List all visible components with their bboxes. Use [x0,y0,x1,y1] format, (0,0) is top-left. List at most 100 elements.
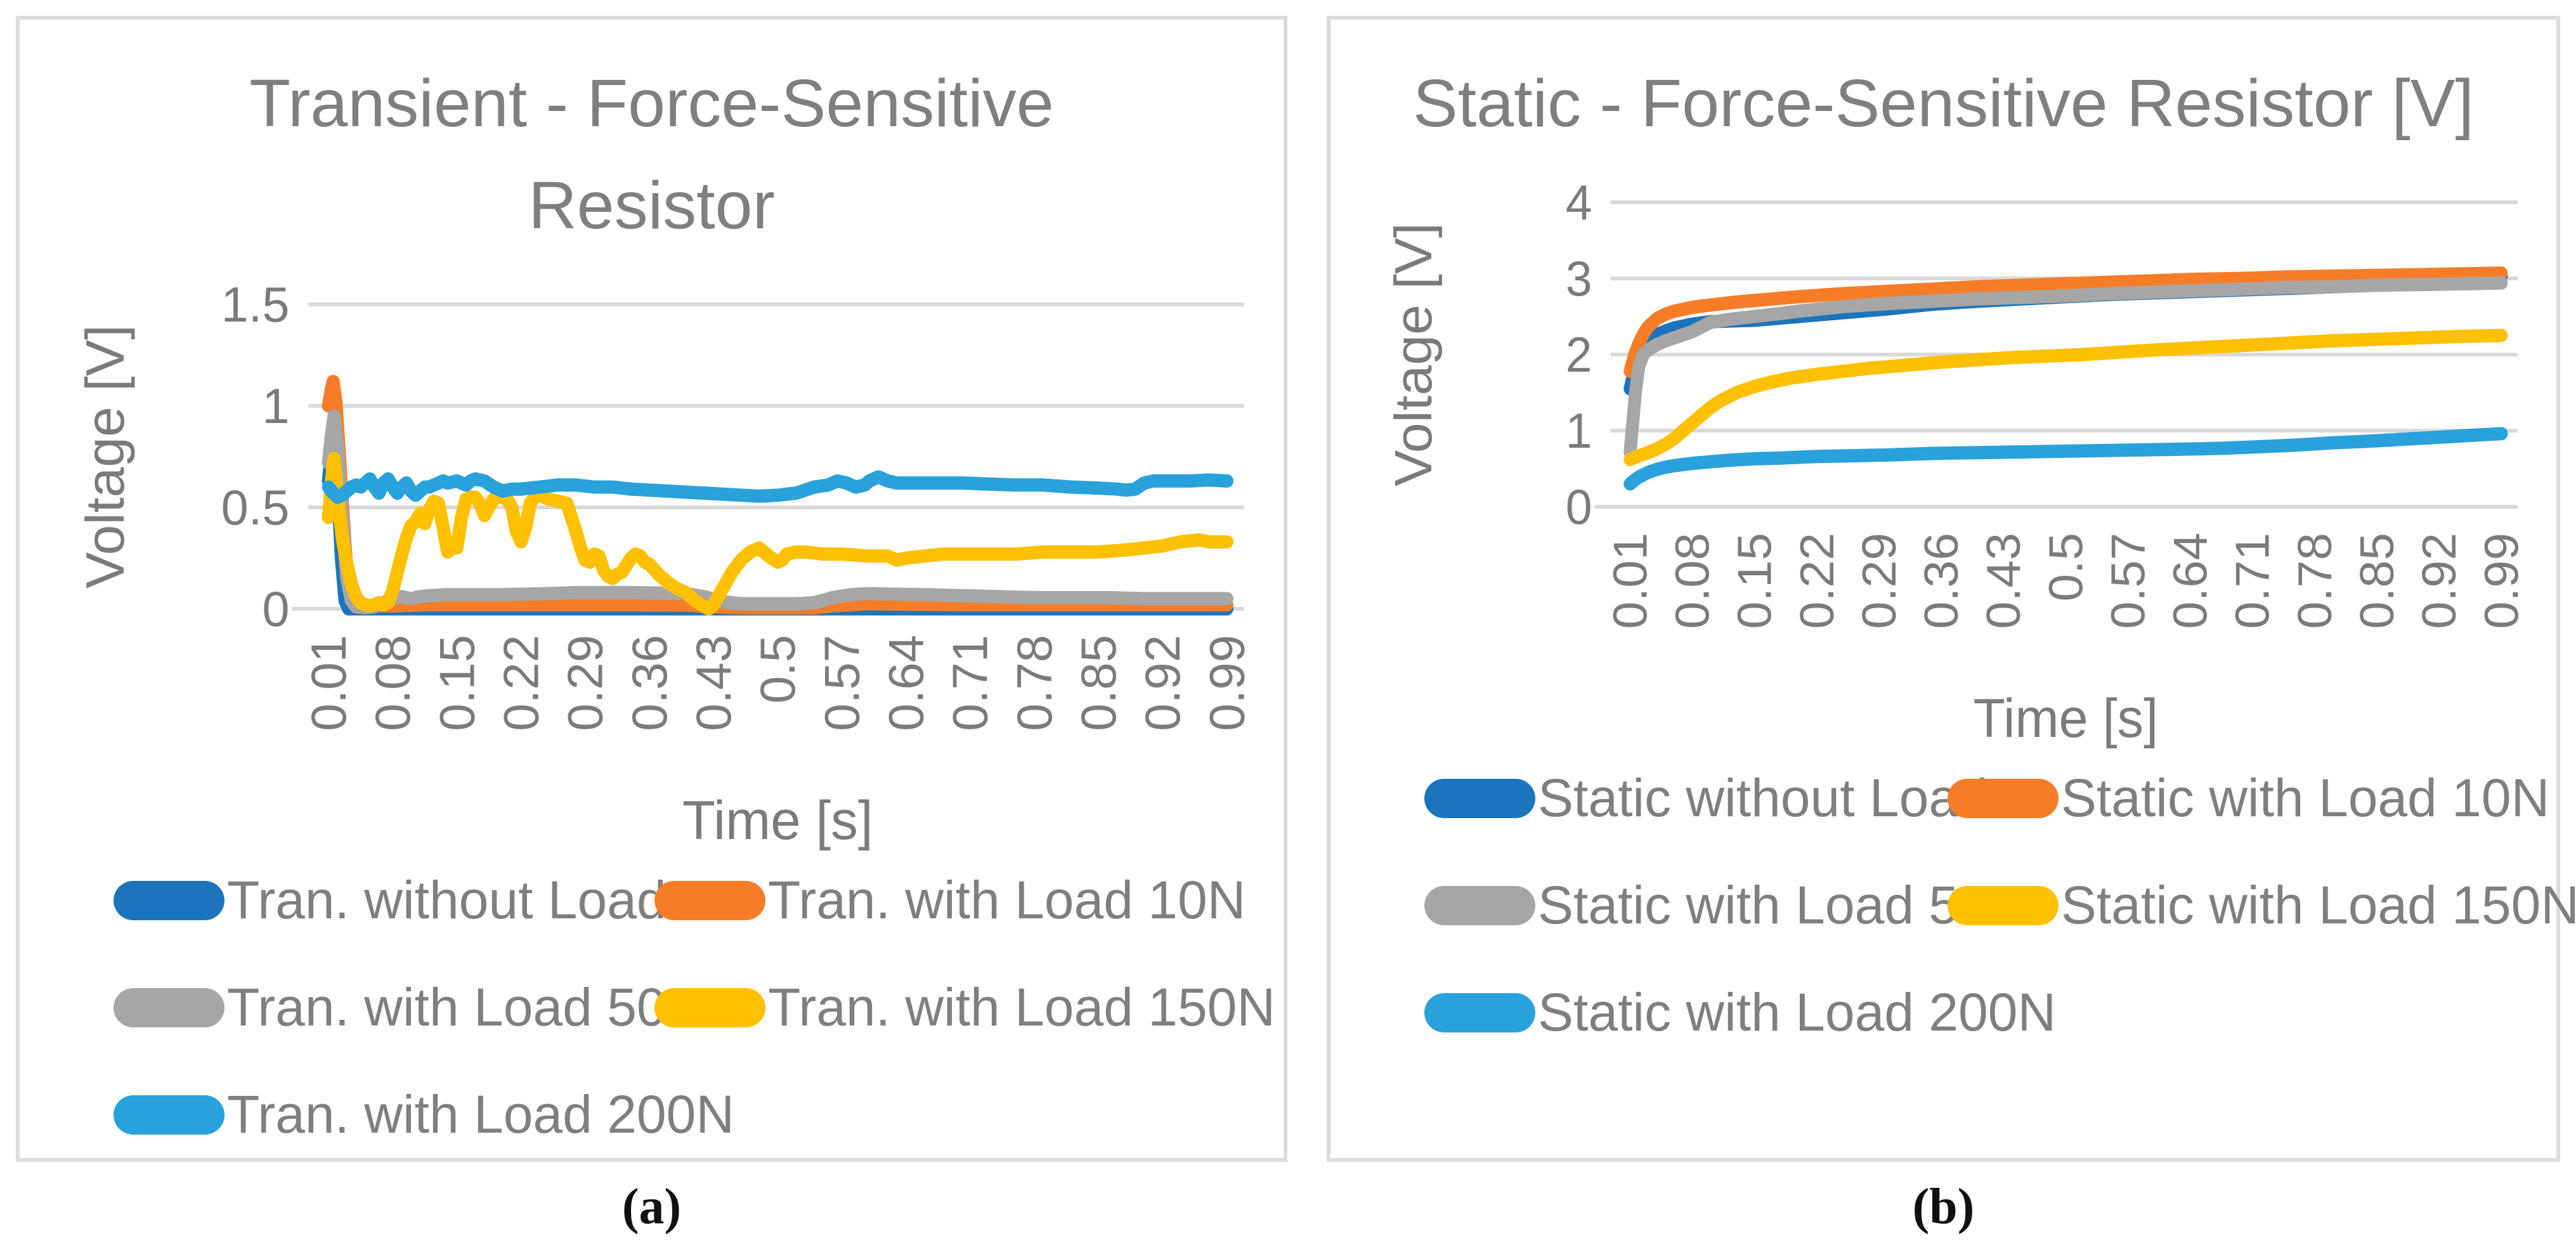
legend-item: Tran. without Load [114,869,667,931]
series-line-static-with-load-200n [1623,427,2508,491]
x-tick: 0.01 [302,635,356,731]
legend-swatch [114,880,224,920]
legend-label: Static with Load 50N [1538,875,2027,935]
y-tick-label: 0 [1566,480,1592,535]
x-tick-label: 0.43 [1977,533,2030,629]
x-tick: 0.99 [1200,635,1255,731]
legend-swatch [654,880,766,920]
x-tick-label: 0.99 [2476,533,2528,629]
y-axis-title: Voltage [V] [1384,223,1442,486]
legend-label: Tran. with Load 200N [227,1084,735,1145]
x-tick-label: 0.5 [751,635,805,703]
chart-title: Static - Force-Sensitive Resistor [V] [1413,66,2474,141]
legend-item: Static without Load [1424,767,1988,829]
series-line-tran-with-load-200n [322,470,1233,504]
y-tick-label: 1.5 [221,278,290,332]
x-tick-label: 0.85 [2351,533,2404,629]
legend-label: Static with Load 10N [2060,768,2550,828]
legend-label: Static without Load [1538,768,1988,828]
x-tick: 0.43 [687,635,741,731]
legend-swatch [654,987,766,1027]
y-tick-label: 4 [1566,176,1592,231]
chart-panel-transient: Transient - Force-Sensitive Resistor 0 0.… [16,16,1287,1162]
chart-legend: Tran. without Load Tran. with Load 10N Tra… [20,869,1284,1145]
x-tick: 0.5 [751,635,805,703]
legend-swatch [1947,885,2059,925]
legend-item: Static with Load 50N [1424,875,2026,936]
x-tick-label: 0.57 [816,635,870,731]
legend-swatch [1424,993,1535,1032]
x-tick: 0.22 [495,635,549,731]
x-tick-label: 0.85 [1072,635,1126,731]
legend-swatch [1424,885,1535,925]
y-tick-label: 1 [1566,404,1592,459]
x-tick: 0.71 [944,635,998,731]
figure-caption-a: (a) [621,1179,682,1235]
x-tick: 0.71 [2227,533,2279,629]
x-tick: 0.01 [1604,533,1657,629]
x-tick-label: 0.08 [1667,533,1719,629]
x-tick-label: 0.01 [302,635,356,731]
x-tick: 0.29 [1853,533,1906,629]
x-tick-label: 0.15 [430,635,485,731]
series-line-tran-with-load-150n [322,452,1233,616]
series-line-static-with-load-50n [1623,276,2508,459]
x-tick-label: 0.08 [366,635,420,731]
figure-captions: (a) (b) [0,1166,2576,1248]
x-tick: 0.78 [1008,635,1062,731]
chart-title: Transient - Force-Sensitive Resistor [249,66,1054,244]
x-tick: 0.08 [366,635,420,731]
x-tick-label: 0.64 [880,635,934,731]
x-tick: 0.99 [2476,533,2528,629]
x-tick-label: 0.43 [687,635,741,731]
x-tick: 0.29 [559,635,613,731]
legend-item: Static with Load 200N [1424,982,2056,1043]
x-tick: 0.92 [1136,635,1190,731]
x-tick: 0.22 [1791,533,1844,629]
x-tick: 0.36 [1915,533,1968,629]
x-axis-title: Time [s] [1973,688,2158,749]
x-tick-label: 0.71 [944,635,998,731]
x-tick-label: 0.78 [1008,635,1062,731]
y-tick-label: 3 [1566,252,1592,307]
x-tick-label: 0.92 [2413,533,2466,629]
legend-label: Static with Load 150N [2060,875,2576,935]
x-tick-label: 0.36 [1915,533,1968,629]
x-axis-title: Time [s] [682,790,873,851]
y-tick-label: 2 [1566,328,1592,383]
x-tick-label: 0.71 [2227,533,2279,629]
legend-label: Static with Load 200N [1538,982,2057,1043]
x-tick: 0.78 [2289,533,2341,629]
chart-legend: Static without Load Static with Load 10N S… [1330,767,2576,1043]
y-tick-label: 0 [262,582,289,637]
chart-canvas-static: 0 1 2 3 4 0.01 0.08 0.15 0.22 0.29 0.36 0.43 0.5 0.57… [1384,176,2528,749]
series-line-static-with-load-150n [1623,329,2508,467]
x-tick: 0.08 [1667,533,1719,629]
x-tick-label: 0.22 [1791,533,1844,629]
y-axis-title: Voltage [V] [75,325,136,589]
x-tick: 0.57 [816,635,870,731]
legend-swatch [1424,778,1535,818]
x-tick-label: 0.64 [2164,533,2217,629]
x-tick: 0.15 [1729,533,1781,629]
x-tick: 0.36 [623,635,677,731]
legend-label: Tran. without Load [227,870,667,930]
legend-swatch [114,987,224,1027]
x-tick: 0.15 [430,635,485,731]
x-tick: 0.64 [880,635,934,731]
x-tick: 0.85 [1072,635,1126,731]
legend-item: Tran. with Load 10N [654,869,1265,931]
legend-swatch [1947,778,2059,818]
x-tick-label: 0.29 [559,635,613,731]
x-tick-label: 0.15 [1729,533,1781,629]
x-tick-label: 0.22 [495,635,549,731]
x-tick: 0.5 [2040,533,2093,601]
figure-caption-b: (b) [1912,1179,1975,1235]
x-tick-label: 0.01 [1604,533,1657,629]
x-tick-label: 0.5 [2040,533,2093,601]
chart-canvas-transient: 00.511.50.01 0.08 0.15 0.22 0.29 0.36 0.43 0.5 0… [75,278,1255,851]
legend-item: Tran. with Load 50N [114,977,705,1038]
chart-panel-static: Static - Force-Sensitive Resistor [V] 0 1… [1327,16,2576,1162]
legend-swatch [114,1095,224,1135]
x-tick-label: 0.57 [2102,533,2155,629]
